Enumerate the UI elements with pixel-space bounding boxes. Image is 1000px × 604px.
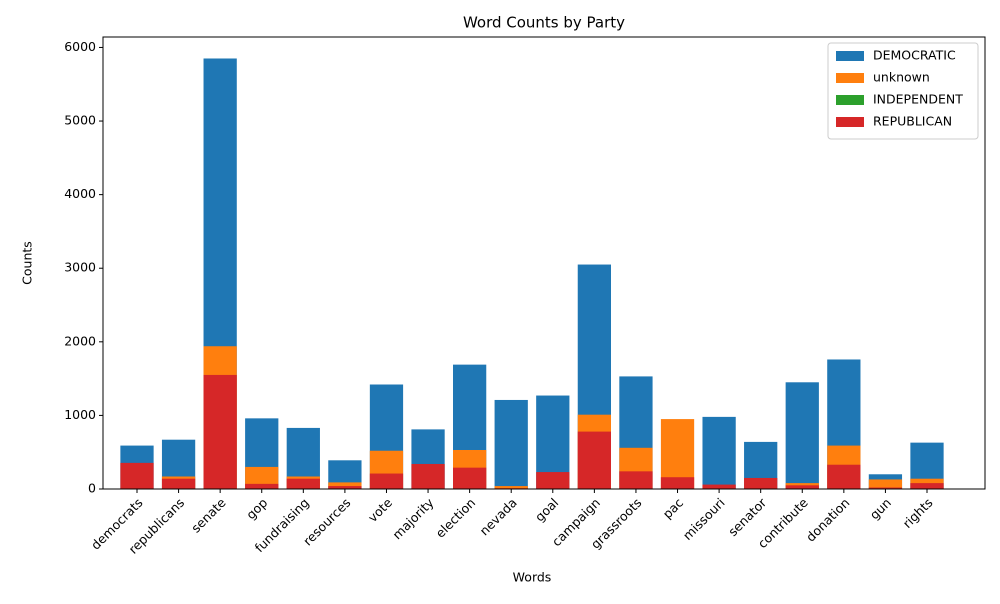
x-tick-label: vote <box>365 495 395 525</box>
bar <box>286 478 320 489</box>
x-tick-label: rights <box>900 495 936 531</box>
bar <box>744 477 778 489</box>
x-tick-label: majority <box>389 495 437 543</box>
bar <box>494 486 528 489</box>
plot-frame <box>102 36 986 490</box>
bar <box>660 477 695 489</box>
legend-label: unknown <box>873 70 930 85</box>
y-tick-label: 3000 <box>64 260 96 275</box>
bar <box>328 482 362 489</box>
x-tick-label: nevada <box>476 495 519 538</box>
legend-label: DEMOCRATIC <box>873 48 956 63</box>
bar <box>536 472 570 489</box>
legend-box <box>827 42 979 140</box>
y-tick-label: 5000 <box>64 113 96 128</box>
bar <box>785 485 819 489</box>
bar <box>120 462 154 489</box>
x-tick-label: election <box>432 495 478 541</box>
bar <box>910 483 944 489</box>
bar <box>785 382 819 489</box>
legend-label: REPUBLICAN <box>873 114 952 129</box>
bar <box>328 486 362 489</box>
x-tick-label: gun <box>867 495 894 522</box>
legend-swatch <box>836 73 864 83</box>
x-axis-label: Words <box>513 570 552 585</box>
bar <box>245 466 279 489</box>
y-tick-label: 1000 <box>64 407 96 422</box>
bar <box>702 484 736 489</box>
y-tick-label: 4000 <box>64 186 96 201</box>
bar <box>702 416 736 489</box>
bar <box>827 464 861 489</box>
bar <box>868 487 903 489</box>
x-tick-label: goal <box>532 495 561 524</box>
bar <box>369 473 404 489</box>
y-axis-label: Counts <box>20 241 35 285</box>
y-tick-label: 0 <box>88 481 96 496</box>
x-tick-label: missouri <box>680 495 728 543</box>
x-tick-label: senate <box>188 495 229 536</box>
x-tick-label: donation <box>803 495 853 545</box>
bar <box>868 479 903 489</box>
x-tick-label: pac <box>660 495 687 522</box>
bar <box>245 483 279 489</box>
bar <box>411 463 445 489</box>
y-tick-label: 6000 <box>64 39 96 54</box>
legend-swatch <box>836 51 864 61</box>
bar <box>494 399 528 489</box>
x-tick-label: gop <box>243 495 270 522</box>
bar <box>203 374 237 489</box>
bar <box>577 431 611 489</box>
y-tick-label: 2000 <box>64 333 96 348</box>
legend-label: INDEPENDENT <box>873 92 963 107</box>
bar <box>161 478 196 489</box>
legend-swatch <box>836 117 864 127</box>
bar <box>453 467 487 489</box>
bar <box>619 471 653 489</box>
legend-swatch <box>836 95 864 105</box>
chart-title: Word Counts by Party <box>463 14 625 32</box>
